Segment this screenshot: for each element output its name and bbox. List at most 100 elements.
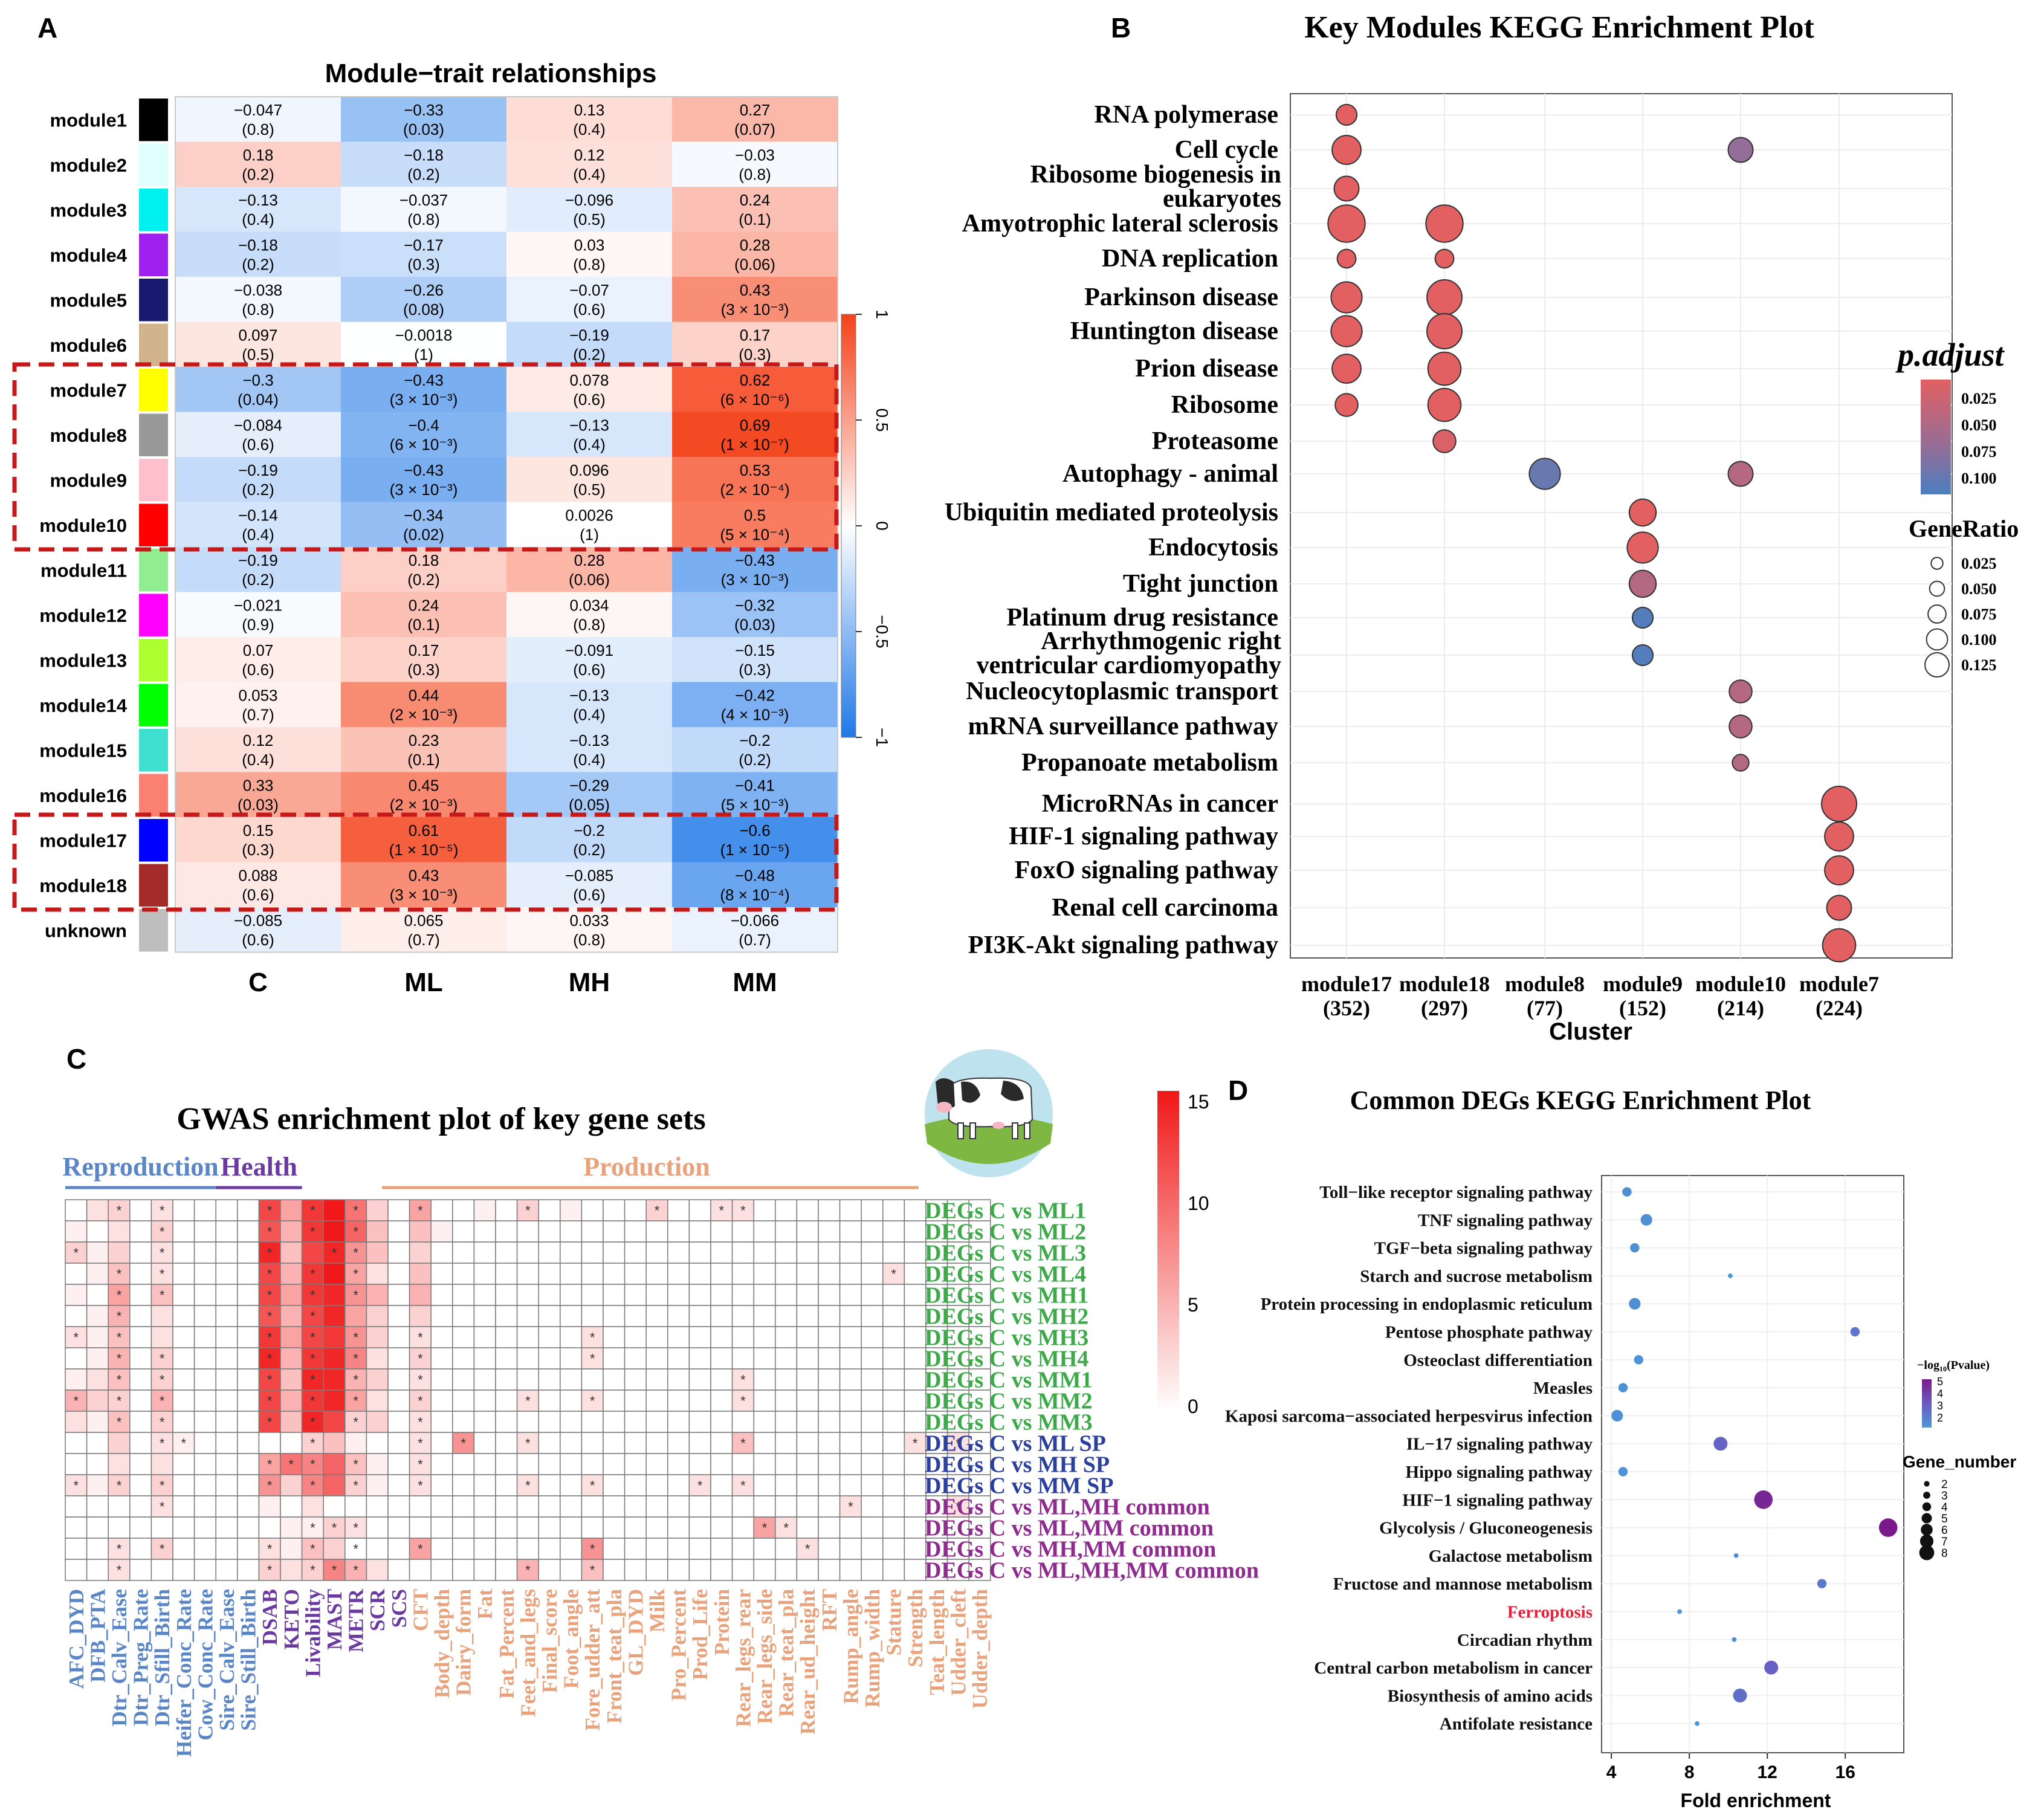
gwas-cell: [688, 1495, 711, 1518]
gwas-cell: [516, 1495, 539, 1518]
cell-pvalue: (0.4): [573, 166, 605, 184]
gwas-cell: [925, 1263, 948, 1285]
panel-label-c: C: [66, 1043, 86, 1075]
gwas-column-label: Livability: [301, 1589, 325, 1677]
gwas-cell: [839, 1411, 862, 1433]
row-label-module8: module8: [50, 425, 127, 446]
gwas-cell: [237, 1411, 260, 1433]
heatmap-cell: [506, 727, 672, 772]
legend-generatio-label: 0.075: [1961, 606, 1997, 623]
dot: [1426, 313, 1463, 349]
module-color-swatch: [139, 864, 168, 907]
heatmap-cell: [672, 97, 838, 142]
gwas-cell: [731, 1453, 754, 1475]
heatmap-cell: [672, 277, 838, 322]
gwas-cell: [473, 1538, 496, 1560]
heatmap-cell: [672, 817, 838, 862]
heatmap-cell: [506, 817, 672, 862]
gwas-cell: [452, 1411, 475, 1433]
gwas-cell: [688, 1368, 711, 1391]
heatmap-cell: [341, 592, 506, 637]
dot: [1732, 1637, 1737, 1642]
gwas-cell: [409, 1199, 432, 1221]
heatmap-cell: [341, 277, 506, 322]
gwas-cell: [387, 1538, 410, 1560]
cell-pvalue: (0.9): [242, 616, 274, 634]
gwas-cell: [86, 1516, 109, 1539]
gwas-cell: [129, 1411, 152, 1433]
gwas-cell: [581, 1263, 604, 1285]
cell-pvalue: (0.6): [573, 886, 605, 904]
gwas-cell: [193, 1326, 216, 1348]
gwas-cell: [688, 1241, 711, 1264]
heatmap-cell: [175, 547, 341, 592]
cell-correlation: −0.047: [234, 101, 282, 119]
x-tick-label: 8: [1684, 1762, 1695, 1782]
cell-pvalue: (1 × 10⁻⁵): [389, 841, 459, 859]
cluster-label: module10: [1695, 972, 1786, 996]
significance-star: *: [418, 1478, 423, 1493]
gwas-cell: [215, 1347, 238, 1370]
gwas-column-label: Rear_legs_side: [753, 1589, 777, 1724]
gwas-cell: [796, 1453, 819, 1475]
heatmap-cell: [672, 907, 838, 953]
gwas-cell: [323, 1263, 346, 1285]
gwas-cell: [172, 1220, 195, 1243]
row-label-module3: module3: [50, 199, 127, 221]
row-label-module14: module14: [39, 695, 127, 716]
gwas-cell: [839, 1305, 862, 1327]
gwas-cell: [473, 1389, 496, 1412]
gwas-cell: [581, 1241, 604, 1264]
gwas-cell: [882, 1241, 905, 1264]
gwas-cell: [818, 1347, 841, 1370]
gwas-cell: [193, 1284, 216, 1306]
gwas-cell: [301, 1432, 324, 1454]
legend-size-dot: [1922, 1502, 1932, 1512]
pathway-label: Arrhythmogenic right: [1041, 627, 1281, 655]
cell-correlation: −0.17: [404, 236, 444, 254]
gwas-cell: [452, 1495, 475, 1518]
gwas-cell: [538, 1347, 561, 1370]
gwas-cell: [323, 1220, 346, 1243]
cell-correlation: 0.28: [740, 236, 771, 254]
cluster-label: module18: [1399, 972, 1490, 996]
significance-star: *: [160, 1499, 165, 1515]
gwas-cell: [129, 1432, 152, 1454]
gwas-cell: [624, 1538, 647, 1560]
gwas-column-label: Teat_length: [925, 1589, 949, 1695]
gwas-cell: [430, 1220, 453, 1243]
gwas-cell: [452, 1516, 475, 1539]
cell-pvalue: (0.8): [573, 931, 605, 949]
gwas-cell: [366, 1559, 389, 1581]
pathway-label: HIF-1 signaling pathway: [1009, 823, 1278, 850]
gwas-cell: [796, 1411, 819, 1433]
significance-star: *: [740, 1203, 746, 1218]
gwas-cell: [839, 1199, 862, 1221]
gwas-cell: [775, 1199, 798, 1221]
significance-star: *: [418, 1373, 423, 1388]
significance-star: *: [310, 1224, 315, 1240]
gwas-cell: [882, 1284, 905, 1306]
cell-pvalue: (0.3): [242, 841, 274, 859]
cell-pvalue: (5 × 10⁻³): [721, 796, 789, 814]
gwas-cell: [430, 1411, 453, 1433]
pathway-label: Ferroptosis: [1507, 1603, 1593, 1622]
significance-star: *: [353, 1351, 358, 1367]
gwas-cell: [560, 1432, 583, 1454]
cell-pvalue: (0.3): [407, 661, 439, 679]
gwas-cell: [129, 1263, 152, 1285]
module-color-swatch: [139, 549, 168, 592]
heatmap-cell: [175, 457, 341, 502]
gwas-cell: [581, 1326, 604, 1348]
heatmap-cell: [672, 457, 838, 502]
gwas-cell: [129, 1495, 152, 1518]
cow-leg: [957, 1122, 964, 1139]
gwas-cell: [946, 1516, 969, 1539]
gwas-cell: [839, 1495, 862, 1518]
gwas-cell: [904, 1516, 927, 1539]
gwas-cell: [710, 1347, 733, 1370]
gwas-cell: [710, 1495, 733, 1518]
gwas-column-label: Dtr_Calv_Ease: [108, 1589, 131, 1726]
gwas-cell: [473, 1284, 496, 1306]
significance-star: *: [267, 1457, 273, 1472]
